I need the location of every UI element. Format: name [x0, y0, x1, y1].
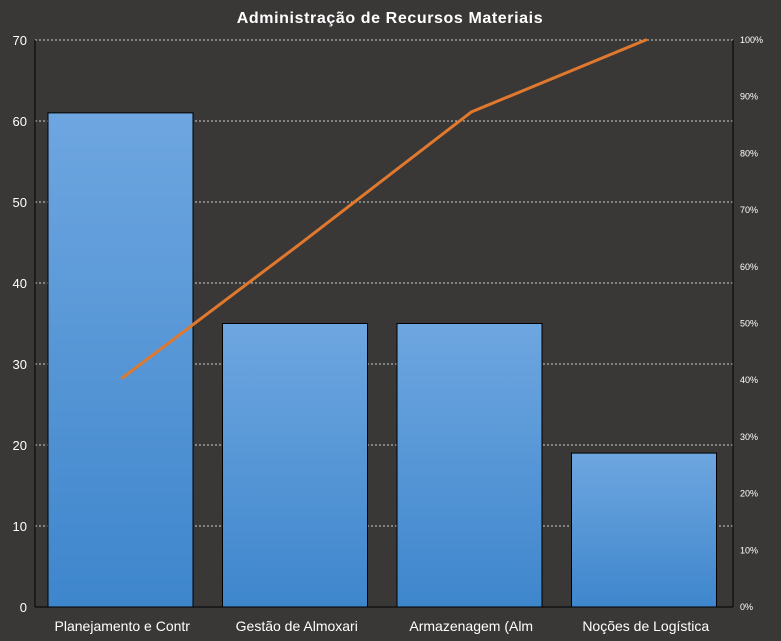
y2-tick-label: 90% — [740, 92, 758, 102]
line-point — [644, 38, 648, 42]
y-tick-label: 50 — [13, 195, 27, 210]
x-tick-label: Noções de Logística — [582, 618, 709, 634]
bars — [47, 112, 717, 608]
bar — [47, 112, 194, 608]
y2-tick-label: 20% — [740, 489, 758, 499]
y2-tick-label: 60% — [740, 262, 758, 272]
x-tick-label: Gestão de Almoxari — [236, 618, 358, 634]
y2-tick-label: 0% — [740, 602, 753, 612]
chart-title: Administração de Recursos Materiais — [237, 10, 543, 27]
y2-tick-label: 50% — [740, 319, 758, 329]
y-tick-label: 10 — [13, 519, 27, 534]
y-tick-label: 60 — [13, 114, 27, 129]
y2-tick-label: 70% — [740, 205, 758, 215]
x-tick-label: Armazenagem (Alm — [409, 618, 533, 634]
y-tick-label: 20 — [13, 438, 27, 453]
bar — [571, 452, 717, 608]
cumulative-line-path — [121, 38, 647, 380]
tick-labels: 0 10 20 30 40 50 60 70 0% 10% 20% 30% 40% 50% 60% 70% 80… — [13, 33, 764, 634]
line-point — [120, 376, 124, 380]
x-tick-label: Planejamento e Contr — [55, 618, 191, 634]
y-tick-label: 0 — [20, 600, 27, 615]
line-point — [295, 244, 299, 248]
y2-tick-label: 100% — [740, 35, 763, 45]
y2-tick-label: 40% — [740, 375, 758, 385]
y2-tick-label: 30% — [740, 432, 758, 442]
bar — [222, 323, 368, 608]
bar — [396, 323, 543, 608]
y2-tick-label: 80% — [740, 148, 758, 158]
y2-tick-label: 10% — [740, 545, 758, 555]
cumulative-line — [120, 38, 648, 380]
y-tick-label: 70 — [13, 33, 27, 48]
y-tick-label: 40 — [13, 276, 27, 291]
y-tick-label: 30 — [13, 357, 27, 372]
line-point — [469, 110, 473, 114]
